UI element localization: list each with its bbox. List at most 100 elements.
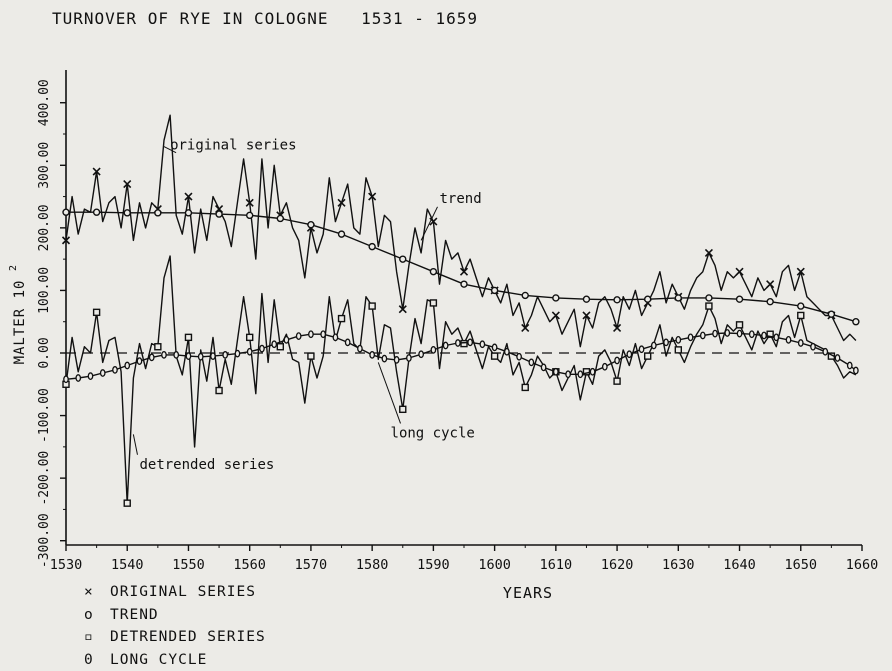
data-point-marker xyxy=(663,338,669,347)
data-point-marker xyxy=(112,366,118,374)
x-tick-label: 1630 xyxy=(662,557,695,573)
series-layer xyxy=(61,114,860,507)
data-point-marker xyxy=(479,340,486,349)
legend-item-detrended: ▫ DETRENDED SERIES xyxy=(84,626,266,649)
data-point-marker xyxy=(399,405,407,414)
data-point-marker xyxy=(504,347,510,356)
data-point-marker xyxy=(136,357,143,365)
data-point-marker xyxy=(92,308,101,317)
data-point-marker xyxy=(491,343,498,352)
data-point-marker xyxy=(368,192,377,201)
y-tick-label: -100.00 xyxy=(37,388,52,443)
annotation-label: trend xyxy=(440,191,482,207)
data-point-marker xyxy=(521,291,529,300)
data-point-marker xyxy=(650,341,657,350)
data-point-marker xyxy=(613,296,621,304)
data-point-marker xyxy=(705,294,713,302)
data-point-marker xyxy=(92,208,101,216)
data-point-marker xyxy=(521,323,530,333)
data-point-marker xyxy=(810,342,816,351)
square-marker-icon: ▫ xyxy=(84,629,94,646)
annotation-pointer xyxy=(377,362,401,424)
data-point-marker xyxy=(552,367,559,376)
x-tick-label: 1550 xyxy=(172,557,205,573)
data-point-marker xyxy=(643,352,652,360)
data-point-marker xyxy=(148,353,155,362)
data-point-marker xyxy=(613,377,621,385)
y-tick-label: 0.00 xyxy=(37,337,52,368)
data-point-marker xyxy=(184,192,193,201)
data-point-marker xyxy=(161,351,167,359)
data-point-marker xyxy=(675,336,682,344)
data-point-marker xyxy=(460,280,468,288)
data-point-marker xyxy=(123,499,131,507)
data-point-marker xyxy=(735,267,744,276)
data-point-marker xyxy=(406,354,412,362)
legend-item-long-cycle: 0 LONG CYCLE xyxy=(84,649,266,671)
data-point-marker xyxy=(852,318,860,326)
data-point-marker xyxy=(259,344,265,353)
data-point-marker xyxy=(215,386,223,395)
x-marker-icon: × xyxy=(84,584,94,601)
data-point-marker xyxy=(344,338,351,347)
data-point-marker xyxy=(712,329,718,338)
x-tick-label: 1610 xyxy=(540,557,573,573)
data-point-marker xyxy=(601,362,608,371)
data-point-marker xyxy=(87,372,94,381)
series-trend xyxy=(62,208,860,326)
data-point-marker xyxy=(796,267,805,276)
data-point-marker xyxy=(185,352,192,360)
data-point-marker xyxy=(307,352,315,360)
data-point-marker xyxy=(699,331,706,340)
data-point-marker xyxy=(276,214,285,223)
data-point-marker xyxy=(614,356,620,365)
data-point-marker xyxy=(643,295,652,303)
data-point-marker xyxy=(308,330,314,339)
data-point-marker xyxy=(582,311,591,320)
x-tick-label: 1660 xyxy=(846,557,879,573)
zero-marker-icon: 0 xyxy=(84,651,94,668)
data-point-marker xyxy=(368,302,376,310)
annotation-label: detrended series xyxy=(139,457,274,473)
data-point-marker xyxy=(577,370,584,379)
data-point-marker xyxy=(99,369,106,377)
x-tick-label: 1580 xyxy=(356,557,389,573)
y-tick-label: 100.00 xyxy=(37,267,52,314)
data-point-marker xyxy=(761,331,767,340)
data-point-marker xyxy=(674,346,683,354)
annotation-pointer xyxy=(163,146,177,154)
x-tick-label: 1530 xyxy=(50,557,83,573)
data-point-marker xyxy=(736,329,743,338)
data-point-marker xyxy=(429,267,438,276)
data-point-marker xyxy=(62,208,70,216)
chart-title-years: 1531 - 1659 xyxy=(361,9,479,28)
data-point-marker xyxy=(154,343,162,351)
x-tick-label: 1590 xyxy=(417,557,450,573)
annotation-label: long cycle xyxy=(391,425,475,441)
data-point-marker xyxy=(490,286,499,295)
data-point-marker xyxy=(455,339,461,347)
annotation-label: original series xyxy=(170,138,296,154)
data-point-marker xyxy=(398,305,407,314)
data-point-marker xyxy=(215,210,223,218)
data-point-marker xyxy=(459,267,469,276)
chart-title-text: TURNOVER OF RYE IN COLOGNE xyxy=(52,9,329,28)
series-detrended-series xyxy=(62,255,857,507)
data-point-marker xyxy=(369,351,376,359)
data-point-marker xyxy=(307,221,315,229)
data-point-marker xyxy=(154,209,162,217)
legend-label: ORIGINAL SERIES xyxy=(110,584,256,601)
data-point-marker xyxy=(245,211,254,220)
data-point-marker xyxy=(735,295,744,303)
data-point-marker xyxy=(197,352,204,361)
x-tick-label: 1650 xyxy=(785,557,818,573)
x-tick-label: 1600 xyxy=(478,557,511,573)
data-point-marker xyxy=(797,339,804,347)
x-tick-label: 1560 xyxy=(233,557,266,573)
data-point-marker xyxy=(582,295,591,303)
data-point-marker xyxy=(442,341,449,350)
data-point-marker xyxy=(320,330,327,339)
data-point-marker xyxy=(773,333,780,342)
data-point-marker xyxy=(853,366,859,375)
legend-item-original: × ORIGINAL SERIES xyxy=(84,581,266,604)
